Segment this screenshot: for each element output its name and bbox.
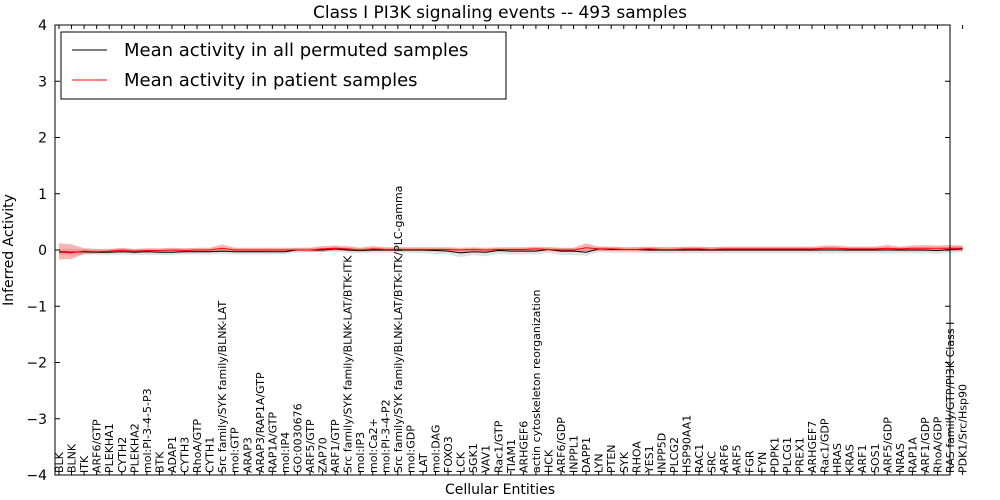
y-tick-label: 0 bbox=[38, 243, 47, 259]
x-category-label: mol:PI-3-4-5-P3 bbox=[141, 388, 154, 473]
x-category-label: INPP5D bbox=[655, 433, 668, 473]
series-line-permuted bbox=[58, 248, 963, 254]
y-tick-label: −3 bbox=[26, 412, 47, 428]
y-tick-label: 3 bbox=[38, 74, 47, 90]
x-category-label: RhoA/GDP bbox=[932, 416, 945, 473]
x-category-label: ARF5/GDP bbox=[881, 417, 894, 473]
x-category-label: SGK1 bbox=[467, 443, 480, 473]
x-category-label: mol:GTP bbox=[229, 427, 242, 473]
x-category-label: ITK bbox=[78, 455, 91, 473]
x-category-label: PLEKHA1 bbox=[103, 423, 116, 473]
x-category-label: BLNK bbox=[66, 443, 79, 473]
x-category-label: SYK bbox=[618, 451, 631, 473]
x-category-label: RAS family/GTP/PI3K Class I bbox=[944, 322, 957, 473]
x-category-label: mol:PI-3-4-P2 bbox=[379, 399, 392, 473]
x-category-label: ARF6 bbox=[718, 445, 731, 474]
x-category-label: PDK1/Src/Hsp90 bbox=[957, 384, 970, 473]
x-category-label: TIAM1 bbox=[505, 439, 518, 474]
series-line-patient bbox=[58, 247, 963, 254]
x-category-label: SRC bbox=[706, 451, 719, 473]
x-category-label: Rac1/GDP bbox=[819, 418, 832, 473]
band-patient-spread bbox=[59, 243, 963, 260]
x-category-label: CYTH1 bbox=[204, 437, 217, 473]
x-category-label: ARF5/GTP bbox=[304, 419, 317, 473]
x-category-label: Src family/SYK family/BLNK-LAT/BTK-ITK/P… bbox=[392, 186, 405, 473]
x-category-label: ARAP3/RAP1A/GTP bbox=[254, 372, 267, 473]
y-axis-label: Inferred Activity bbox=[1, 194, 17, 306]
x-category-label: ARF1 bbox=[856, 445, 869, 474]
y-tick-label: −1 bbox=[26, 299, 47, 315]
x-category-label: ARHGEF7 bbox=[806, 421, 819, 473]
x-category-label: ZAP70 bbox=[317, 437, 330, 473]
x-category-label: PDPK1 bbox=[768, 437, 781, 473]
x-category-label: Rac1/GTP bbox=[492, 420, 505, 473]
x-category-label: RAP1A bbox=[906, 437, 919, 473]
y-tick-label: −4 bbox=[26, 468, 47, 484]
x-category-label: actin cytoskeleton reorganization bbox=[530, 289, 543, 473]
legend-box bbox=[60, 31, 507, 100]
x-category-label: ARF6/GDP bbox=[555, 417, 568, 473]
legend-label-permuted: Mean activity in all permuted samples bbox=[124, 40, 468, 61]
y-axis: −4 −3 −2 −1 0 1 2 3 4 bbox=[26, 18, 950, 484]
x-category-label: mol:IP4 bbox=[279, 432, 292, 473]
y-tick-label: −2 bbox=[26, 356, 47, 372]
x-category-label: BLK bbox=[53, 451, 66, 473]
x-category-label: RAP1A/GTP bbox=[266, 412, 279, 473]
legend: Mean activity in all permuted samples Me… bbox=[60, 31, 507, 100]
x-category-label: BTK bbox=[153, 451, 166, 473]
x-category-label: mol:Ca2+ bbox=[367, 418, 380, 473]
x-category-label: FOXO3 bbox=[442, 436, 455, 473]
x-category-label: GO:0030676 bbox=[291, 403, 304, 473]
x-category-label: RHOA bbox=[630, 441, 643, 473]
x-category-label: FYN bbox=[756, 452, 769, 473]
y-tick-label: 4 bbox=[38, 18, 47, 34]
x-category-label: RAC1 bbox=[693, 444, 706, 473]
x-category-label: PLCG2 bbox=[668, 437, 681, 473]
x-category-label: ARHGEF6 bbox=[517, 421, 530, 473]
x-category-label: CYTH3 bbox=[179, 437, 192, 473]
x-category-label: HRAS bbox=[831, 443, 844, 473]
x-category-label: NRAS bbox=[894, 443, 907, 473]
x-category-label: mol:DAG bbox=[430, 425, 443, 473]
x-category-label: ARF5 bbox=[731, 445, 744, 474]
x-category-label: LCK bbox=[455, 451, 468, 473]
x-category-label: YES1 bbox=[643, 445, 656, 474]
x-category-label: HCK bbox=[542, 449, 555, 473]
chart-title: Class I PI3K signaling events -- 493 sam… bbox=[313, 3, 687, 23]
x-axis-label: Cellular Entities bbox=[445, 482, 555, 498]
y-tick-label: 2 bbox=[38, 131, 47, 147]
x-category-label: FGR bbox=[743, 450, 756, 473]
x-category-label: ARF1/GTP bbox=[329, 419, 342, 473]
x-category-label: Src family/SYK family/BLNK-LAT/BTK-ITK bbox=[342, 255, 355, 473]
x-category-label: Src family/SYK family/BLNK-LAT bbox=[216, 300, 229, 473]
x-category-label: HSP90AA1 bbox=[681, 415, 694, 473]
x-category-label: PREX1 bbox=[793, 437, 806, 473]
lines-layer bbox=[58, 247, 963, 254]
x-category-label: VAV1 bbox=[480, 445, 493, 473]
x-category-label: ADAP1 bbox=[166, 436, 179, 473]
x-axis: BLK BLNK ITK ARF6/GTP PLEKHA1 CYTH2 PLEKHA2 mol… bbox=[53, 25, 970, 475]
x-category-label: PLCG1 bbox=[781, 437, 794, 473]
x-category-label: ARAP3 bbox=[241, 437, 254, 473]
x-category-label: mol:GDP bbox=[404, 425, 417, 473]
x-category-label: SOS1 bbox=[869, 443, 882, 473]
x-category-label: KRAS bbox=[844, 444, 857, 473]
x-category-label: LAT bbox=[417, 453, 430, 473]
x-category-label: INPPL1 bbox=[568, 435, 581, 473]
x-category-label: ARF1/GDP bbox=[919, 417, 932, 473]
x-category-label: RhoA/GTP bbox=[191, 419, 204, 473]
x-category-label: CYTH2 bbox=[116, 437, 129, 473]
legend-label-patient: Mean activity in patient samples bbox=[124, 70, 418, 91]
x-category-label: DAPP1 bbox=[580, 437, 593, 473]
x-category-label: mol:IP3 bbox=[354, 432, 367, 473]
x-category-label: PTEN bbox=[605, 444, 618, 473]
x-category-label: PLEKHA2 bbox=[128, 423, 141, 473]
x-category-label: LYN bbox=[593, 453, 606, 473]
x-category-label: ARF6/GTP bbox=[91, 419, 104, 473]
y-tick-label: 1 bbox=[38, 187, 47, 203]
